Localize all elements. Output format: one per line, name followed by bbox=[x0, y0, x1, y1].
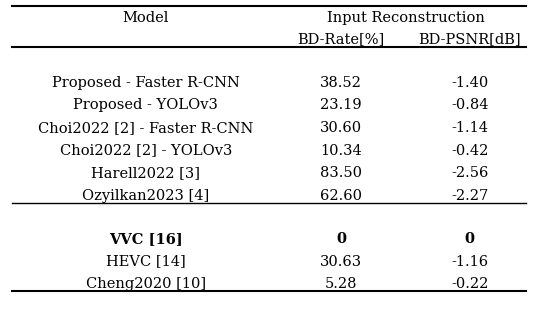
Text: -1.14: -1.14 bbox=[451, 121, 488, 135]
Text: VVC [16]: VVC [16] bbox=[109, 232, 183, 246]
Text: -2.56: -2.56 bbox=[451, 166, 489, 180]
Text: 30.63: 30.63 bbox=[320, 254, 362, 269]
Text: Cheng2020 [10]: Cheng2020 [10] bbox=[86, 277, 206, 291]
Text: Choi2022 [2] - Faster R-CNN: Choi2022 [2] - Faster R-CNN bbox=[38, 121, 253, 135]
Text: 5.28: 5.28 bbox=[325, 277, 358, 291]
Text: -0.84: -0.84 bbox=[451, 98, 489, 112]
Text: -1.40: -1.40 bbox=[451, 76, 489, 90]
Text: -0.22: -0.22 bbox=[451, 277, 489, 291]
Text: -2.27: -2.27 bbox=[451, 189, 489, 203]
Text: 38.52: 38.52 bbox=[320, 76, 362, 90]
Text: BD-PSNR[dB]: BD-PSNR[dB] bbox=[419, 33, 521, 47]
Text: 0: 0 bbox=[336, 232, 346, 246]
Text: -0.42: -0.42 bbox=[451, 143, 489, 158]
Text: Harell2022 [3]: Harell2022 [3] bbox=[91, 166, 200, 180]
Text: 23.19: 23.19 bbox=[321, 98, 362, 112]
Text: Input Reconstruction: Input Reconstruction bbox=[327, 11, 484, 25]
Text: 83.50: 83.50 bbox=[320, 166, 362, 180]
Text: Proposed - Faster R-CNN: Proposed - Faster R-CNN bbox=[52, 76, 240, 90]
Text: Choi2022 [2] - YOLOv3: Choi2022 [2] - YOLOv3 bbox=[60, 143, 232, 158]
Text: Model: Model bbox=[123, 11, 169, 25]
Text: Ozyilkan2023 [4]: Ozyilkan2023 [4] bbox=[82, 189, 209, 203]
Text: HEVC [14]: HEVC [14] bbox=[106, 254, 186, 269]
Text: 62.60: 62.60 bbox=[320, 189, 362, 203]
Text: Proposed - YOLOv3: Proposed - YOLOv3 bbox=[74, 98, 218, 112]
Text: 10.34: 10.34 bbox=[321, 143, 362, 158]
Text: -1.16: -1.16 bbox=[451, 254, 489, 269]
Text: BD-Rate[%]: BD-Rate[%] bbox=[298, 33, 385, 47]
Text: 0: 0 bbox=[465, 232, 475, 246]
Text: 30.60: 30.60 bbox=[320, 121, 362, 135]
